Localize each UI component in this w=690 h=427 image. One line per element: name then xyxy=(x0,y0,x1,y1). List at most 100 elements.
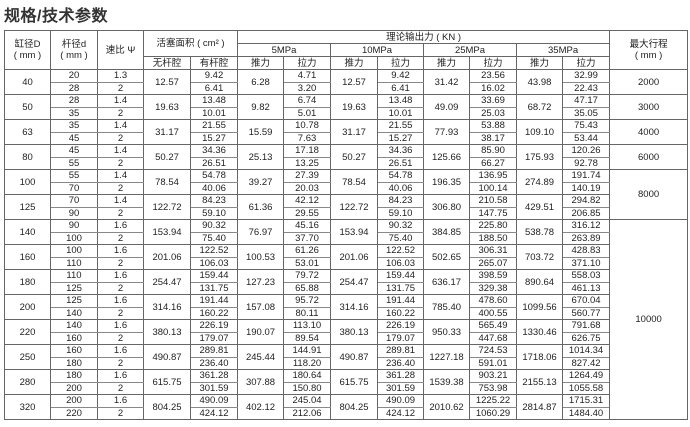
push-force: 1227.18 xyxy=(423,344,471,370)
table-row: 280 180 1.6 615.75 361.28 307.88 180.64 615.75 3… xyxy=(4,369,688,395)
table-row: 140 2 160.22 80.11 160.22 400.55 560.77 xyxy=(5,306,688,320)
push-force: 538.78 xyxy=(516,219,564,245)
pull-force: 27.39 xyxy=(283,169,332,183)
push-force: 50.27 xyxy=(330,144,379,170)
speed-ratio: 1.6 xyxy=(97,369,144,383)
pull-force: 37.70 xyxy=(283,231,332,245)
push-force: 1330.46 xyxy=(516,319,564,345)
pull-force: 490.09 xyxy=(377,394,425,408)
push-force: 19.63 xyxy=(330,94,379,120)
rod-side-area: 59.10 xyxy=(189,206,239,220)
bore-area: 254.47 xyxy=(143,269,191,295)
pull-force: 591.01 xyxy=(469,356,518,370)
table-body: 40 20 1.3 12.57 9.42 6.28 4.71 12.57 9.42 31.42 23… xyxy=(4,69,689,420)
rod-diameter: 90 xyxy=(50,206,98,220)
table-row: 100 55 1.4 78.54 54.78 39.27 27.39 78.54 54.78 19… xyxy=(4,169,689,220)
speed-ratio: 2 xyxy=(97,381,144,395)
push-force: 68.72 xyxy=(516,94,564,120)
push-force: 43.98 xyxy=(516,69,564,95)
push-force: 31.17 xyxy=(330,119,379,145)
push-force: 78.54 xyxy=(330,169,379,195)
push-force: 1718.06 xyxy=(516,344,564,370)
rod-diameter: 200 xyxy=(50,394,98,408)
rod-diameter: 100 xyxy=(50,244,98,258)
push-force: 402.12 xyxy=(237,394,285,420)
bore-diameter: 50 xyxy=(4,94,51,120)
table-row: 200 125 1.6 314.16 191.44 157.08 95.72 314.16 19… xyxy=(4,294,688,320)
bore-diameter: 280 xyxy=(4,369,51,395)
rod-side-area: 34.36 xyxy=(189,144,239,158)
pull-force: 160.22 xyxy=(377,306,425,320)
push-force: 153.94 xyxy=(330,219,379,245)
pull-force: 903.21 xyxy=(469,369,518,383)
header-area-bore: 无杆腔 xyxy=(143,56,191,70)
pull-force: 29.55 xyxy=(283,206,332,220)
header-bore-label: 缸径D xyxy=(14,39,41,50)
push-force: 890.64 xyxy=(516,269,564,295)
pull-force: 10.78 xyxy=(283,119,332,133)
speed-ratio: 2 xyxy=(97,406,144,420)
pull-force: 210.58 xyxy=(469,194,518,208)
pull-force: 25.03 xyxy=(469,106,518,120)
header-push: 推力 xyxy=(423,56,471,70)
pull-force: 22.43 xyxy=(562,81,611,95)
pull-force: 15.27 xyxy=(377,131,425,145)
push-force: 100.53 xyxy=(237,244,285,270)
header-pull: 拉力 xyxy=(469,56,518,70)
bore-diameter: 250 xyxy=(4,344,51,370)
rod-side-area: 490.09 xyxy=(189,394,239,408)
header-stroke-unit: ( mm ) xyxy=(634,50,663,61)
rod-diameter: 55 xyxy=(50,169,98,183)
pull-force: 316.12 xyxy=(562,219,611,233)
rod-diameter: 180 xyxy=(50,356,98,370)
push-force: 77.93 xyxy=(423,119,471,145)
pull-force: 75.40 xyxy=(377,231,425,245)
pull-force: 53.44 xyxy=(562,131,611,145)
pull-force: 13.25 xyxy=(283,156,332,170)
bore-diameter: 200 xyxy=(4,294,51,320)
pull-force: 35.05 xyxy=(562,106,611,120)
pull-force: 289.81 xyxy=(377,344,425,358)
pull-force: 80.11 xyxy=(283,306,332,320)
rod-side-area: 40.06 xyxy=(189,181,239,195)
rod-side-area: 54.78 xyxy=(189,169,239,183)
pull-force: 1055.58 xyxy=(562,381,611,395)
speed-ratio: 1.4 xyxy=(97,94,144,108)
push-force: 429.51 xyxy=(516,194,564,220)
pull-force: 1264.49 xyxy=(562,369,611,383)
rod-diameter: 28 xyxy=(50,81,98,95)
push-force: 636.17 xyxy=(423,269,471,295)
pull-force: 13.48 xyxy=(377,94,425,108)
rod-side-area: 13.48 xyxy=(189,94,239,108)
push-force: 125.66 xyxy=(423,144,471,170)
speed-ratio: 1.4 xyxy=(97,119,144,133)
rod-diameter: 55 xyxy=(50,156,98,170)
speed-ratio: 1.6 xyxy=(97,244,144,258)
bore-area: 490.87 xyxy=(143,344,191,370)
rod-side-area: 160.22 xyxy=(189,306,239,320)
rod-side-area: 191.44 xyxy=(189,294,239,308)
pull-force: 565.49 xyxy=(469,319,518,333)
table-row: 45 2 15.27 7.63 15.27 38.17 53.44 xyxy=(5,131,688,145)
pull-force: 6.74 xyxy=(283,94,332,108)
pull-force: 753.98 xyxy=(469,381,518,395)
pull-force: 1060.29 xyxy=(469,406,518,420)
rod-diameter: 28 xyxy=(50,94,98,108)
pull-force: 79.72 xyxy=(283,269,332,283)
pull-force: 100.14 xyxy=(469,181,518,195)
pull-force: 53.01 xyxy=(283,256,332,270)
table-row: 50 28 1.4 19.63 13.48 9.82 6.74 19.63 13.48 49.09… xyxy=(4,94,689,120)
rod-diameter: 70 xyxy=(50,181,98,195)
pull-force: 118.20 xyxy=(283,356,332,370)
pull-force: 1014.34 xyxy=(562,344,611,358)
rod-side-area: 21.55 xyxy=(189,119,239,133)
push-force: 9.82 xyxy=(237,94,285,120)
pull-force: 90.32 xyxy=(377,219,425,233)
table-row: 70 2 40.06 20.03 40.06 100.14 140.19 xyxy=(5,181,688,195)
rod-diameter: 35 xyxy=(50,119,98,133)
rod-side-area: 131.75 xyxy=(189,281,239,295)
table-row: 140 90 1.6 153.94 90.32 76.97 45.16 153.94 90.32… xyxy=(4,219,689,420)
push-force: 109.10 xyxy=(516,119,564,145)
speed-ratio: 2 xyxy=(97,131,144,145)
header-pressure-35: 35MPa xyxy=(516,43,611,57)
